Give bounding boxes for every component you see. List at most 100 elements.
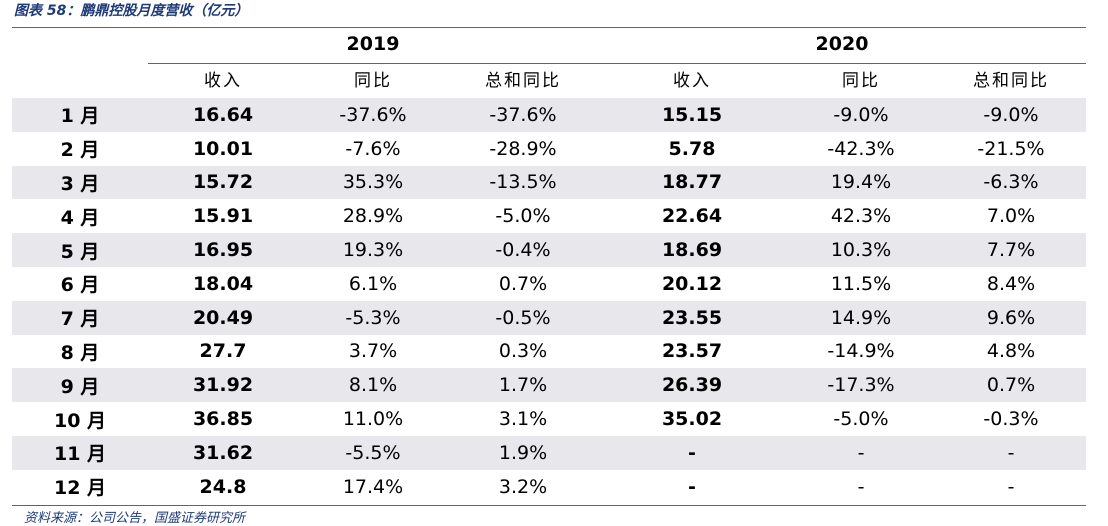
month-cell: 9 月 — [60, 375, 100, 398]
month-cell: 12 月 — [53, 477, 107, 500]
year-header-2020: 2020 — [815, 33, 869, 55]
cumulative-yoy-2019-cell: 0.7% — [498, 272, 548, 295]
yoy-2019-cell: 6.1% — [348, 272, 398, 295]
cumulative-yoy-2019-cell: -13.5% — [489, 171, 557, 194]
yoy-2019-cell: -7.6% — [345, 137, 401, 160]
yoy-2019-cell: 3.7% — [348, 340, 398, 363]
col-header-yoy-2020: 同比 — [842, 71, 880, 91]
cumulative-yoy-2020-cell: 8.4% — [986, 272, 1036, 295]
yoy-2020-cell: 10.3% — [830, 239, 892, 262]
bottom-rule — [12, 505, 1086, 506]
yoy-2020-cell: 19.4% — [830, 171, 892, 194]
month-cell: 11 月 — [53, 443, 107, 466]
revenue-2020-cell: 20.12 — [661, 272, 723, 295]
table-row: 9 月 31.92 8.1% 1.7% 26.39 -17.3% 0.7% — [12, 368, 1086, 403]
yoy-2020-cell: -42.3% — [827, 137, 895, 160]
table-row: 12 月 24.8 17.4% 3.2% - - - — [12, 470, 1086, 504]
revenue-2019-cell: 16.64 — [192, 103, 254, 126]
cumulative-yoy-2020-cell: 0.7% — [986, 374, 1036, 397]
yoy-2020-cell: 11.5% — [830, 272, 892, 295]
col-header-cumulative-yoy-2020: 总和同比 — [973, 71, 1049, 91]
year-header-rule — [148, 63, 1086, 64]
cumulative-yoy-2019-cell: -5.0% — [495, 205, 551, 228]
col-header-revenue-2019: 收入 — [204, 71, 242, 91]
cumulative-yoy-2020-cell: 9.6% — [986, 306, 1036, 329]
yoy-2020-cell: - — [857, 441, 865, 464]
revenue-2020-cell: 18.77 — [661, 171, 723, 194]
revenue-2020-cell: 23.57 — [661, 340, 723, 363]
table-row: 5 月 16.95 19.3% -0.4% 18.69 10.3% 7.7% — [12, 233, 1086, 267]
revenue-2020-cell: 18.69 — [661, 239, 723, 262]
yoy-2020-cell: - — [857, 475, 865, 498]
yoy-2020-cell: -9.0% — [833, 103, 889, 126]
revenue-2019-cell: 16.95 — [192, 239, 254, 262]
revenue-2019-cell: 36.85 — [192, 408, 254, 431]
cumulative-yoy-2019-cell: 1.9% — [498, 441, 548, 464]
revenue-2019-cell: 15.72 — [192, 171, 254, 194]
month-cell: 7 月 — [60, 308, 100, 331]
revenue-2019-cell: 20.49 — [192, 306, 254, 329]
table-row: 6 月 18.04 6.1% 0.7% 20.12 11.5% 8.4% — [12, 267, 1086, 301]
table-row: 3 月 15.72 35.3% -13.5% 18.77 19.4% -6.3% — [12, 165, 1086, 200]
yoy-2019-cell: 11.0% — [342, 408, 404, 431]
yoy-2020-cell: 42.3% — [830, 205, 892, 228]
cumulative-yoy-2019-cell: 0.3% — [498, 340, 548, 363]
month-cell: 10 月 — [53, 409, 107, 432]
revenue-2019-cell: 10.01 — [192, 137, 254, 160]
revenue-2020-cell: - — [688, 441, 696, 464]
cumulative-yoy-2020-cell: 4.8% — [986, 340, 1036, 363]
yoy-2020-cell: -5.0% — [833, 408, 889, 431]
revenue-2020-cell: 15.15 — [661, 103, 723, 126]
yoy-2019-cell: 17.4% — [342, 475, 404, 498]
cumulative-yoy-2020-cell: - — [1007, 441, 1015, 464]
table-row: 11 月 31.62 -5.5% 1.9% - - - — [12, 435, 1086, 470]
month-cell: 6 月 — [60, 274, 100, 297]
col-header-cumulative-yoy-2019: 总和同比 — [485, 71, 561, 91]
yoy-2020-cell: 14.9% — [830, 306, 892, 329]
yoy-2019-cell: -5.5% — [345, 441, 401, 464]
cumulative-yoy-2019-cell: 3.2% — [498, 475, 548, 498]
revenue-2020-cell: - — [688, 475, 696, 498]
revenue-2019-cell: 31.92 — [192, 374, 254, 397]
yoy-2020-cell: -17.3% — [827, 374, 895, 397]
table-row: 1 月 16.64 -37.6% -37.6% 15.15 -9.0% -9.0% — [12, 98, 1086, 132]
cumulative-yoy-2020-cell: 7.7% — [986, 239, 1036, 262]
cumulative-yoy-2020-cell: -6.3% — [983, 171, 1039, 194]
table-row: 7 月 20.49 -5.3% -0.5% 23.55 14.9% 9.6% — [12, 300, 1086, 335]
table-row: 2 月 10.01 -7.6% -28.9% 5.78 -42.3% -21.5% — [12, 132, 1086, 166]
revenue-2019-cell: 31.62 — [192, 441, 254, 464]
col-header-yoy-2019: 同比 — [354, 71, 392, 91]
month-cell: 2 月 — [60, 139, 100, 162]
revenue-2019-cell: 27.7 — [199, 340, 247, 363]
table-row: 4 月 15.91 28.9% -5.0% 22.64 42.3% 7.0% — [12, 199, 1086, 233]
year-header-2019: 2019 — [346, 33, 400, 55]
revenue-2020-cell: 23.55 — [661, 306, 723, 329]
revenue-2020-cell: 26.39 — [661, 374, 723, 397]
month-cell: 8 月 — [60, 341, 100, 364]
month-cell: 3 月 — [60, 172, 100, 195]
cumulative-yoy-2020-cell: 7.0% — [986, 205, 1036, 228]
revenue-2019-cell: 18.04 — [192, 272, 254, 295]
revenue-2019-cell: 15.91 — [192, 205, 254, 228]
month-cell: 4 月 — [60, 206, 100, 229]
col-header-revenue-2020: 收入 — [673, 71, 711, 91]
data-table-body: 1 月 16.64 -37.6% -37.6% 15.15 -9.0% -9.0% 2 月 10… — [12, 98, 1086, 504]
table-row: 10 月 36.85 11.0% 3.1% 35.02 -5.0% -0.3% — [12, 402, 1086, 436]
month-cell: 1 月 — [60, 105, 100, 128]
top-rule — [12, 27, 1086, 28]
cumulative-yoy-2019-cell: 1.7% — [498, 374, 548, 397]
yoy-2019-cell: 19.3% — [342, 239, 404, 262]
yoy-2020-cell: -14.9% — [827, 340, 895, 363]
source-note: 资料来源：公司公告，国盛证券研究所 — [24, 511, 246, 526]
cumulative-yoy-2019-cell: -28.9% — [489, 137, 557, 160]
yoy-2019-cell: 28.9% — [342, 205, 404, 228]
revenue-2019-cell: 24.8 — [199, 475, 247, 498]
revenue-2020-cell: 22.64 — [661, 205, 723, 228]
cumulative-yoy-2020-cell: -9.0% — [983, 103, 1039, 126]
cumulative-yoy-2019-cell: -37.6% — [489, 103, 557, 126]
yoy-2019-cell: 35.3% — [342, 171, 404, 194]
revenue-2020-cell: 35.02 — [661, 408, 723, 431]
month-cell: 5 月 — [60, 240, 100, 263]
table-caption: 图表 58：鹏鼎控股月度营收（亿元） — [14, 3, 249, 19]
cumulative-yoy-2019-cell: 3.1% — [498, 408, 548, 431]
